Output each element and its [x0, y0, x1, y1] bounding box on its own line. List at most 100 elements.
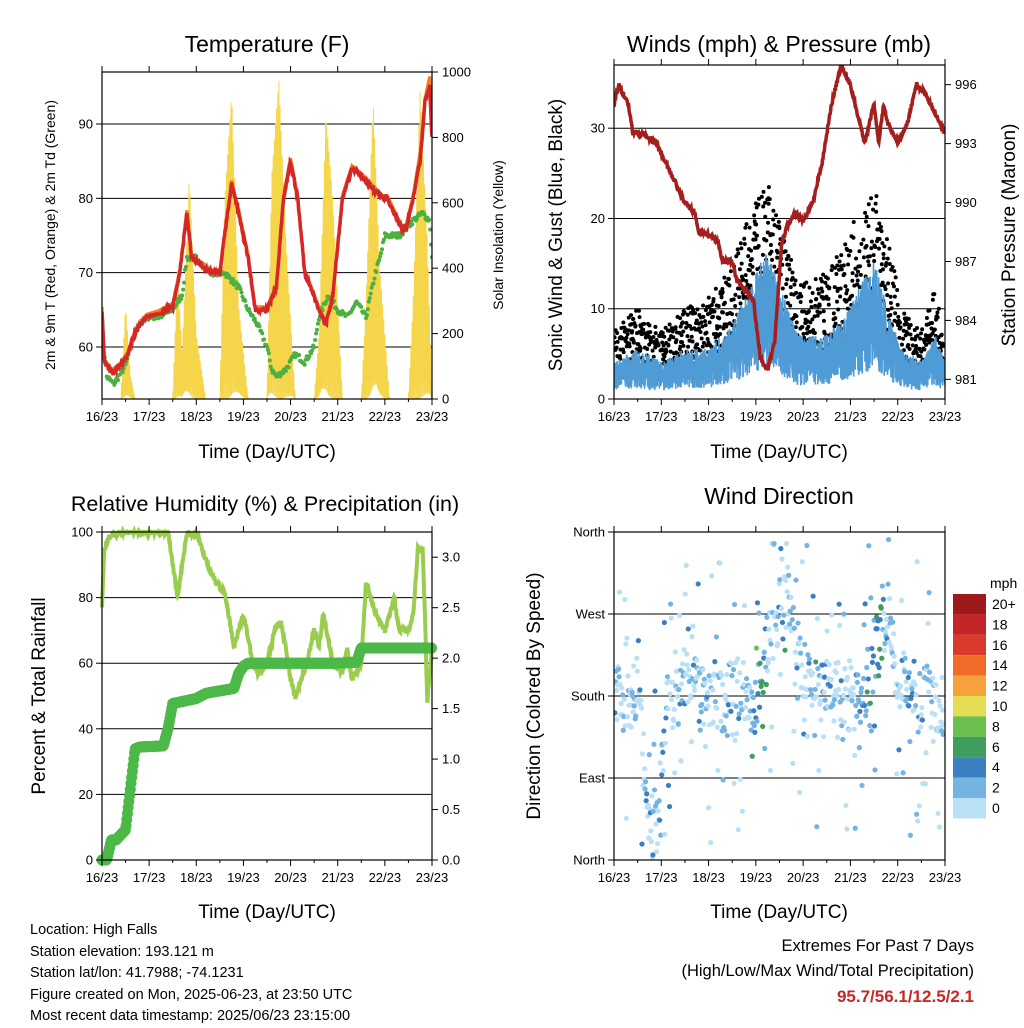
temperature-x-tick-label: 17/23 — [133, 409, 166, 424]
gust-point — [770, 257, 775, 262]
gust-point — [829, 268, 834, 273]
wind-direction-point — [852, 825, 858, 831]
gust-point — [908, 332, 913, 337]
wind-direction-point — [739, 808, 745, 814]
gust-point — [905, 322, 910, 327]
wind-direction-point — [909, 686, 915, 692]
speed-legend: mph 20+ 18 16 14 12 10 8 6 4 2 0 — [953, 575, 1017, 819]
wind-direction-point — [821, 689, 827, 695]
gust-point — [624, 335, 629, 340]
wind-direction-point — [774, 626, 780, 633]
wind-direction-point — [630, 709, 636, 715]
wind-direction-point — [660, 749, 666, 755]
wind-direction-point — [761, 655, 767, 661]
gust-point — [895, 302, 900, 307]
wind-direction-point — [656, 798, 662, 804]
rh-series-group — [96, 526, 438, 866]
wind-direction-point — [631, 703, 637, 709]
wind-direction-point — [929, 699, 935, 705]
gust-point — [897, 320, 902, 325]
gust-point — [667, 322, 672, 327]
gust-point — [695, 307, 700, 312]
gust-point — [764, 238, 769, 243]
gust-point — [857, 264, 862, 269]
wind-direction-point — [672, 649, 678, 655]
wind-direction-point — [792, 681, 798, 687]
wind-direction-point — [862, 702, 868, 709]
winds-x-tick-label: 19/23 — [740, 409, 773, 424]
wind-direction-point — [734, 678, 740, 684]
wind-direction-point — [864, 689, 870, 695]
wind-direction-point — [897, 683, 904, 689]
dewpoint-point — [324, 299, 329, 304]
wind-direction-point — [682, 591, 688, 597]
wind-direction-point — [638, 697, 644, 704]
speed-legend-label: 4 — [992, 759, 1000, 775]
gust-point — [711, 297, 716, 302]
wind-direction-point — [844, 674, 851, 681]
wind-direction-point — [666, 803, 673, 810]
wind-direction-point — [918, 712, 924, 718]
wind-direction-point — [699, 701, 705, 708]
elevation-text: Station elevation: 193.121 m — [30, 943, 214, 960]
gust-point — [810, 290, 815, 295]
wind-direction-point — [648, 828, 654, 834]
gust-point — [772, 264, 777, 269]
wind-direction-point — [633, 713, 639, 719]
gust-point — [869, 196, 874, 201]
gust-point — [927, 308, 932, 313]
wind-direction-point — [867, 722, 873, 729]
temperature-y2-tick-label: 0 — [442, 392, 449, 407]
gust-point — [678, 316, 683, 321]
wind-direction-point — [827, 683, 833, 689]
gust-point — [726, 277, 731, 282]
winds-xlabel: Time (Day/UTC) — [710, 442, 848, 463]
gust-point — [888, 312, 893, 317]
gust-point — [846, 262, 851, 267]
wind-direction-point — [637, 687, 643, 693]
gust-point — [831, 311, 836, 316]
wind-direction-point — [750, 694, 756, 701]
gust-point — [918, 354, 923, 359]
rh-y2-tick-label: 1.0 — [442, 752, 460, 767]
gust-point — [918, 336, 923, 341]
wind-direction-point — [839, 723, 845, 729]
gust-point — [752, 213, 757, 218]
wind-direction-point — [624, 635, 630, 641]
gust-point — [935, 315, 940, 320]
speed-legend-swatch — [953, 757, 986, 778]
wind-direction-point — [862, 601, 868, 607]
gust-point — [705, 336, 710, 341]
gust-point — [846, 253, 851, 258]
wind-direction-point — [733, 703, 739, 709]
gust-point — [736, 251, 741, 256]
wind-direction-point — [805, 652, 811, 658]
wind-direction-point — [779, 556, 785, 562]
wind-direction-point — [812, 732, 818, 739]
wind-direction-point — [668, 615, 674, 621]
gust-point — [769, 249, 774, 254]
wind-direction-point — [749, 753, 755, 759]
gust-point — [766, 201, 771, 206]
wind-direction-point — [701, 676, 708, 682]
wind-direction-point — [878, 605, 884, 611]
wind-direction-point — [895, 689, 901, 695]
wind-direction-point — [628, 724, 634, 730]
wind-direction-point — [759, 679, 765, 685]
gust-point — [770, 232, 775, 237]
wind-direction-point — [710, 719, 716, 725]
wind-direction-point — [860, 675, 867, 682]
gust-point — [866, 259, 871, 264]
wind-direction-point — [622, 596, 628, 603]
gust-point — [789, 257, 794, 262]
gust-point — [666, 343, 671, 348]
wind-direction-point — [796, 789, 803, 796]
gust-point — [742, 236, 747, 241]
wind-direction-point — [804, 542, 810, 549]
gust-point — [686, 344, 691, 349]
gust-point — [869, 239, 874, 244]
winds-x-tick-label: 16/23 — [598, 409, 631, 424]
wind-direction-point — [791, 625, 797, 631]
wind-direction-point — [744, 697, 750, 703]
gust-point — [906, 343, 911, 348]
